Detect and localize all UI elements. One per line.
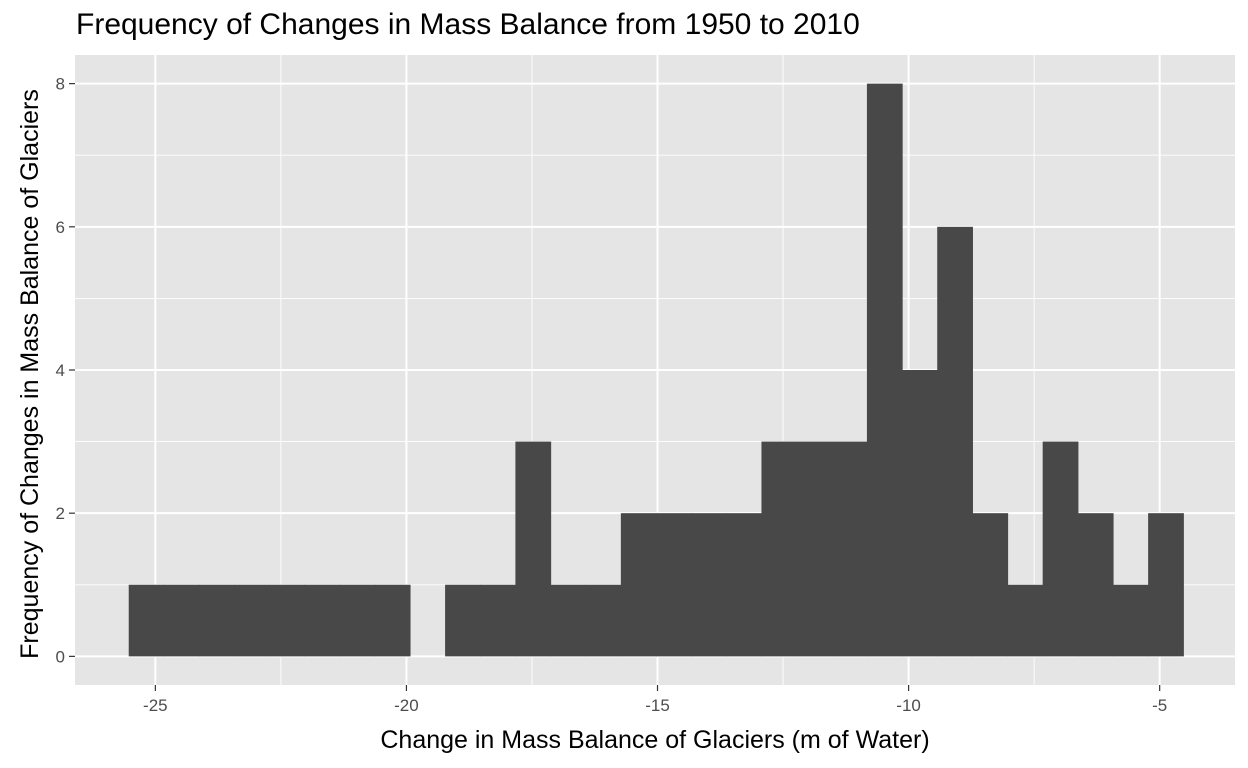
- x-axis-title: Change in Mass Balance of Glaciers (m of…: [380, 726, 929, 754]
- histogram-bar: [796, 441, 833, 657]
- histogram-bar: [445, 584, 481, 657]
- y-tick-label: 6: [56, 218, 65, 237]
- histogram-bar: [339, 584, 376, 657]
- histogram-bar: [1077, 513, 1114, 657]
- x-tick-label: -15: [645, 696, 670, 715]
- histogram-bar: [234, 584, 270, 657]
- histogram-bar: [163, 584, 200, 657]
- histogram-bar: [374, 584, 411, 657]
- y-tick-label: 0: [56, 647, 65, 666]
- histogram-bar: [128, 584, 165, 657]
- histogram-bar: [1148, 513, 1184, 657]
- histogram-bar: [1042, 441, 1079, 657]
- histogram-bar: [1007, 584, 1044, 657]
- y-tick-label: 8: [56, 75, 65, 94]
- y-tick-label: 4: [56, 361, 65, 380]
- histogram-bar: [726, 513, 763, 657]
- y-axis: 0 2 4 6 8: [56, 75, 75, 666]
- histogram-bar: [656, 513, 692, 657]
- y-tick-label: 2: [56, 504, 65, 523]
- histogram-bar: [937, 226, 973, 657]
- x-tick-label: -25: [143, 696, 168, 715]
- histogram-bar: [761, 441, 798, 657]
- histogram-bar: [902, 370, 938, 657]
- histogram-bar: [620, 513, 657, 657]
- chart-title: Frequency of Changes in Mass Balance fro…: [76, 8, 860, 41]
- histogram-bar: [972, 513, 1009, 657]
- x-tick-label: -5: [1152, 696, 1167, 715]
- histogram-bar: [515, 441, 552, 657]
- x-tick-label: -10: [896, 696, 921, 715]
- histogram-bar: [269, 584, 306, 657]
- histogram-bar: [1112, 584, 1149, 657]
- x-axis: -25 -20 -15 -10 -5: [143, 685, 1167, 715]
- x-tick-label: -20: [394, 696, 419, 715]
- histogram-bar: [199, 584, 235, 657]
- histogram-bar: [550, 584, 587, 657]
- histogram-bar: [304, 584, 341, 657]
- histogram-bar: [691, 513, 727, 657]
- histogram-bar: [866, 83, 903, 657]
- histogram-bar: [585, 584, 622, 657]
- histogram-bars: [128, 83, 1184, 657]
- y-axis-title: Frequency of Changes in Mass Balance of …: [16, 89, 44, 659]
- histogram-bar: [480, 584, 516, 657]
- histogram-bar: [831, 441, 868, 657]
